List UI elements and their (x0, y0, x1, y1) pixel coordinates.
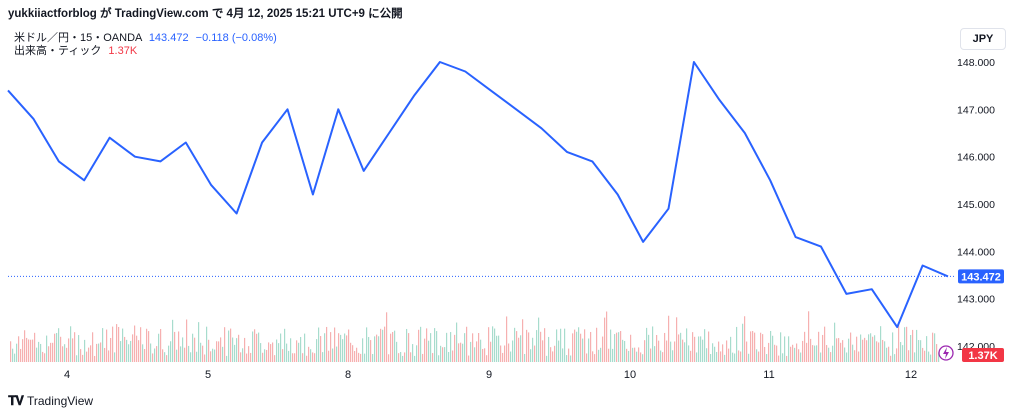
y-tick-label: 144.000 (957, 246, 995, 258)
symbol-label[interactable]: 米ドル／円・15・OANDA (14, 32, 142, 44)
x-tick-label: 12 (905, 369, 917, 381)
svg-text:1.37K: 1.37K (968, 350, 997, 362)
last-value: 143.472 (148, 32, 189, 44)
price-tag: 143.472 (958, 269, 1004, 284)
y-tick-label: 145.000 (957, 199, 995, 211)
lightning-icon[interactable] (938, 345, 954, 361)
volume-value: 1.37K (108, 45, 138, 57)
currency-button[interactable]: JPY (960, 28, 1006, 50)
publish-info: yukkiiactforblog が TradingView.com で 4月 … (8, 8, 403, 20)
x-axis: 4 5 8 9 10 11 12 (64, 369, 917, 381)
chart-legend: 米ドル／円・15・OANDA 143.472 −0.118 (−0.08%) 出… (14, 32, 277, 58)
x-tick-label: 11 (763, 369, 774, 381)
footer-brand[interactable]: 𝐓𝐕 TradingView (8, 393, 93, 409)
y-tick-label: 148.000 (957, 57, 995, 69)
y-tick-label: 146.000 (957, 152, 995, 164)
x-tick-label: 4 (64, 369, 70, 381)
tradingview-logo-icon: 𝐓𝐕 (8, 393, 24, 408)
volume-label[interactable]: 出来高・ティック (14, 45, 102, 57)
volume-bars (10, 311, 940, 362)
x-tick-label: 8 (345, 369, 351, 381)
footer-brand-label: TradingView (27, 394, 94, 408)
y-tick-label: 147.000 (957, 104, 995, 116)
change-value: −0.118 (−0.08%) (195, 32, 277, 44)
x-tick-label: 10 (624, 369, 636, 381)
y-tick-label: 143.000 (957, 294, 995, 306)
volume-tag: 1.37K (962, 348, 1004, 362)
price-line (7, 61, 949, 329)
svg-text:143.472: 143.472 (961, 271, 1001, 283)
x-tick-label: 9 (486, 369, 492, 381)
y-axis: 148.000 147.000 146.000 145.000 144.000 143.0… (957, 57, 995, 353)
x-tick-label: 5 (205, 369, 211, 381)
